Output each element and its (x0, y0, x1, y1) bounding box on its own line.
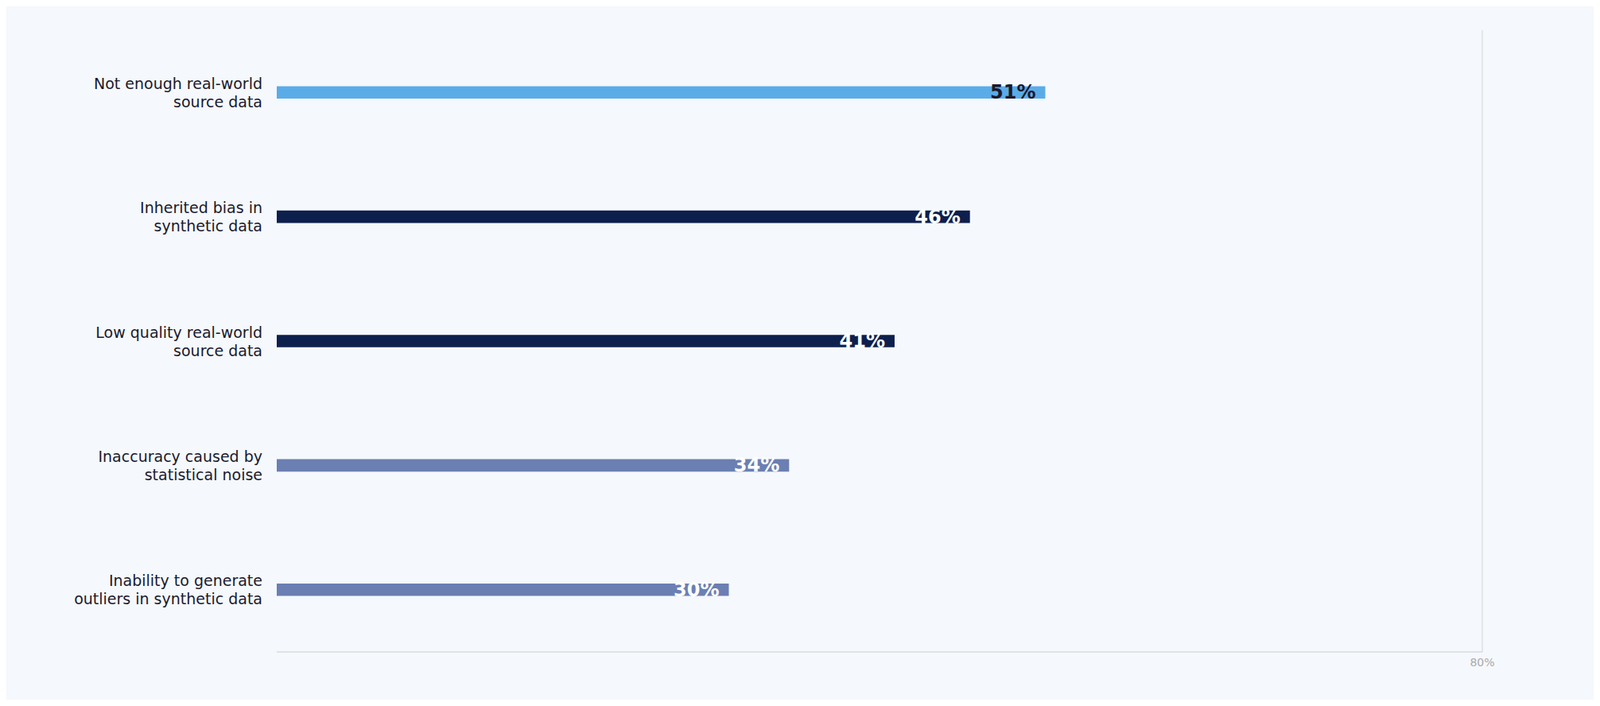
svg-text:41%: 41% (838, 330, 885, 353)
svg-text:Inability to generateoutliers: Inability to generateoutliers in synthet… (73, 571, 263, 608)
svg-text:30%: 30% (673, 578, 719, 602)
svg-text:Low quality real-worldsource d: Low quality real-worldsource data (95, 323, 263, 360)
svg-text:Inherited bias insynthetic dat: Inherited bias insynthetic data (139, 198, 263, 235)
svg-text:34%: 34% (733, 454, 780, 477)
svg-text:Inaccuracy caused bystatistica: Inaccuracy caused bystatistical noise (97, 447, 263, 484)
svg-text:46%: 46% (914, 205, 960, 229)
svg-text:80%: 80% (1469, 656, 1495, 669)
svg-text:Not enough real-worldsource da: Not enough real-worldsource data (93, 74, 263, 111)
svg-text:51%: 51% (990, 81, 1036, 104)
